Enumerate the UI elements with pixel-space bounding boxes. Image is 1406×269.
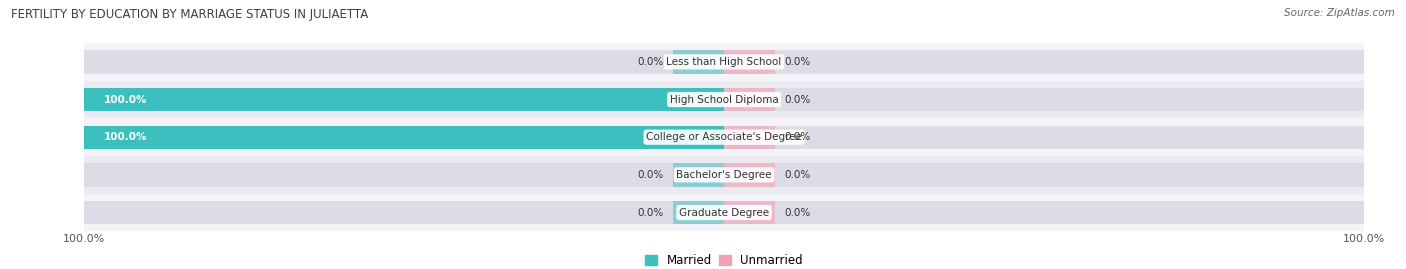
Text: Source: ZipAtlas.com: Source: ZipAtlas.com bbox=[1284, 8, 1395, 18]
Bar bbox=[724, 50, 775, 73]
Bar bbox=[84, 163, 724, 186]
Legend: Married, Unmarried: Married, Unmarried bbox=[645, 254, 803, 267]
Bar bbox=[84, 156, 1364, 194]
Bar bbox=[84, 201, 724, 224]
Text: 0.0%: 0.0% bbox=[637, 57, 664, 67]
Text: Bachelor's Degree: Bachelor's Degree bbox=[676, 170, 772, 180]
Bar bbox=[84, 118, 1364, 156]
Text: 0.0%: 0.0% bbox=[785, 207, 811, 218]
Bar bbox=[724, 126, 775, 149]
Bar bbox=[84, 194, 1364, 231]
Bar bbox=[84, 126, 724, 149]
Text: 100.0%: 100.0% bbox=[104, 94, 148, 105]
Bar bbox=[724, 88, 1364, 111]
Bar bbox=[84, 81, 1364, 118]
Bar bbox=[84, 126, 724, 149]
Bar bbox=[84, 88, 724, 111]
Text: College or Associate's Degree: College or Associate's Degree bbox=[647, 132, 801, 142]
Text: 0.0%: 0.0% bbox=[637, 170, 664, 180]
Text: 0.0%: 0.0% bbox=[785, 57, 811, 67]
Bar bbox=[673, 50, 724, 73]
Bar bbox=[84, 43, 1364, 81]
Text: 0.0%: 0.0% bbox=[785, 94, 811, 105]
Text: 0.0%: 0.0% bbox=[785, 132, 811, 142]
Bar bbox=[673, 201, 724, 224]
Bar bbox=[673, 163, 724, 186]
Bar bbox=[84, 88, 724, 111]
Text: FERTILITY BY EDUCATION BY MARRIAGE STATUS IN JULIAETTA: FERTILITY BY EDUCATION BY MARRIAGE STATU… bbox=[11, 8, 368, 21]
Bar bbox=[724, 163, 775, 186]
Bar bbox=[724, 201, 775, 224]
Bar bbox=[724, 88, 775, 111]
Text: Less than High School: Less than High School bbox=[666, 57, 782, 67]
Bar bbox=[724, 201, 1364, 224]
Text: Graduate Degree: Graduate Degree bbox=[679, 207, 769, 218]
Bar bbox=[724, 50, 1364, 73]
Bar bbox=[724, 126, 1364, 149]
Bar bbox=[84, 50, 724, 73]
Bar bbox=[724, 163, 1364, 186]
Text: 100.0%: 100.0% bbox=[104, 132, 148, 142]
Text: 0.0%: 0.0% bbox=[637, 207, 664, 218]
Text: High School Diploma: High School Diploma bbox=[669, 94, 779, 105]
Text: 0.0%: 0.0% bbox=[785, 170, 811, 180]
